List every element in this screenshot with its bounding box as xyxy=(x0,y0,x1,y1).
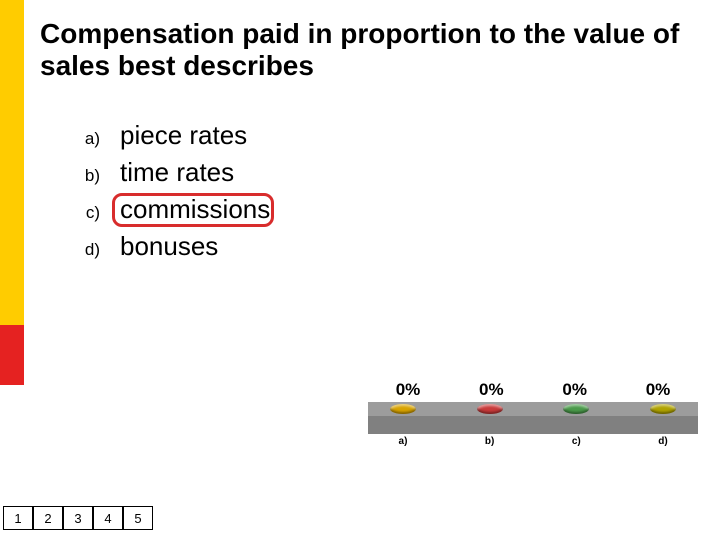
option-text: bonuses xyxy=(120,231,218,262)
accent-strip-red xyxy=(0,325,24,385)
countdown-box: 4 xyxy=(93,506,123,530)
poll-category: c) xyxy=(561,436,591,447)
poll-value: 0% xyxy=(545,380,605,400)
poll-category-row: a) b) c) d) xyxy=(368,434,698,447)
countdown-box: 5 xyxy=(123,506,153,530)
option-letter: b) xyxy=(60,166,100,186)
option-letter: c) xyxy=(60,203,100,223)
poll-value: 0% xyxy=(461,380,521,400)
countdown-box: 3 xyxy=(63,506,93,530)
option-a: a) piece rates xyxy=(60,120,270,151)
marker-a xyxy=(390,404,416,414)
countdown-box: 1 xyxy=(3,506,33,530)
plate-markers xyxy=(368,404,698,414)
poll-chart: 0% 0% 0% 0% a) b) c) d) xyxy=(368,380,698,447)
poll-value: 0% xyxy=(628,380,688,400)
plate-front xyxy=(368,416,698,434)
option-d: d) bonuses xyxy=(60,231,270,262)
poll-category: a) xyxy=(388,436,418,447)
poll-category: b) xyxy=(475,436,505,447)
option-b: b) time rates xyxy=(60,157,270,188)
option-letter: a) xyxy=(60,129,100,149)
marker-d xyxy=(650,404,676,414)
poll-values-row: 0% 0% 0% 0% xyxy=(368,380,698,402)
accent-strip-yellow xyxy=(0,0,24,325)
countdown-box: 2 xyxy=(33,506,63,530)
correct-answer-highlight xyxy=(112,193,274,227)
poll-category: d) xyxy=(648,436,678,447)
slide-heading: Compensation paid in proportion to the v… xyxy=(40,18,690,82)
option-letter: d) xyxy=(60,240,100,260)
marker-b xyxy=(477,404,503,414)
marker-c xyxy=(563,404,589,414)
countdown-boxes: 1 2 3 4 5 xyxy=(3,506,153,530)
option-text: time rates xyxy=(120,157,234,188)
option-text: piece rates xyxy=(120,120,247,151)
poll-value: 0% xyxy=(378,380,438,400)
poll-base-plate xyxy=(368,402,698,434)
